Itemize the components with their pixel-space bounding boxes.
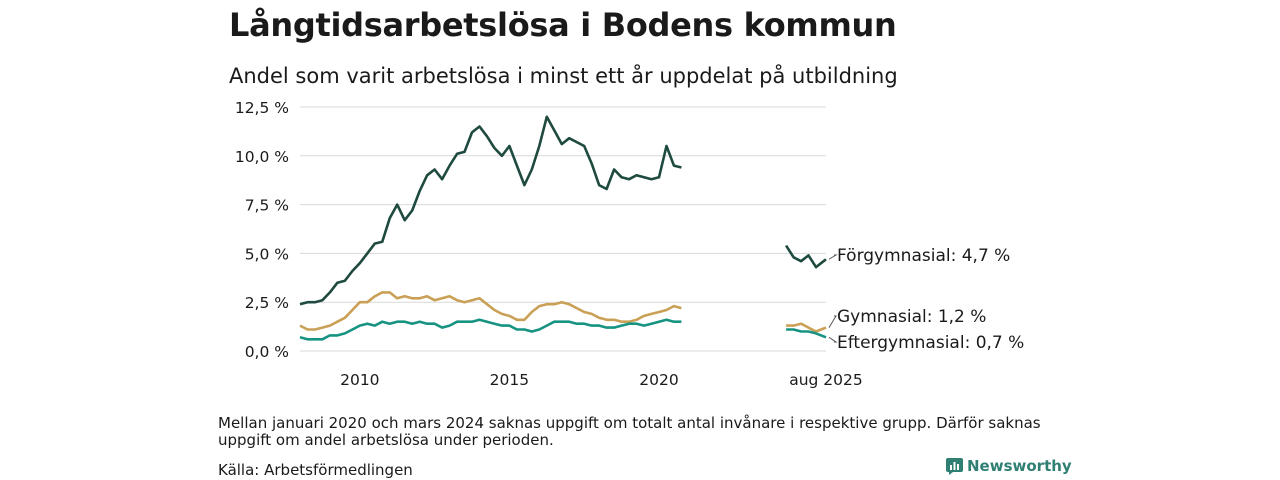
- x-tick-label: 2015: [490, 371, 529, 389]
- y-axis-ticks: 0,0 % 2,5 % 5,0 % 7,5 % 10,0 % 12,5 %: [235, 99, 289, 361]
- y-tick-label: 7,5 %: [245, 197, 289, 215]
- series-lines: [299, 115, 827, 341]
- footnote: Mellan januari 2020 och mars 2024 saknas…: [218, 414, 1041, 449]
- x-tick-label: 2010: [340, 371, 379, 389]
- y-tick-label: 10,0 %: [235, 148, 289, 166]
- series-end-labels: Förgymnasial: 4,7 % Gymnasial: 1,2 % Efter…: [828, 246, 1024, 353]
- label-connector: [828, 336, 838, 343]
- x-tick-label: 2020: [639, 371, 678, 389]
- y-tick-label: 2,5 %: [245, 294, 289, 312]
- grid-lines: [300, 106, 826, 352]
- label-connector: [828, 315, 837, 328]
- series-line-eftergymnasial: [299, 318, 682, 341]
- series-line-gymnasial: [299, 291, 682, 331]
- brand-name: Newsworthy: [967, 457, 1072, 475]
- x-tick-label: aug 2025: [789, 371, 863, 389]
- series-end-label: Gymnasial: 1,2 %: [837, 307, 986, 327]
- series-line-förgymnasial: [299, 115, 682, 306]
- series-line-gymnasial: [786, 322, 827, 333]
- y-tick-label: 0,0 %: [245, 343, 289, 361]
- source-text: Källa: Arbetsförmedlingen: [218, 461, 413, 479]
- chart-title: Långtidsarbetslösa i Bodens kommun: [229, 6, 897, 44]
- y-tick-label: 5,0 %: [245, 245, 289, 263]
- brand-logo[interactable]: Newsworthy: [946, 457, 1072, 475]
- x-axis-ticks: 2010 2015 2020 aug 2025: [340, 371, 863, 389]
- label-connector: [828, 254, 838, 260]
- series-end-label: Eftergymnasial: 0,7 %: [837, 333, 1024, 353]
- bar-chart-logo-icon: [946, 457, 963, 475]
- series-line-eftergymnasial: [786, 328, 827, 339]
- y-tick-label: 12,5 %: [235, 99, 289, 117]
- series-end-label: Förgymnasial: 4,7 %: [837, 246, 1010, 266]
- series-line-förgymnasial: [785, 244, 827, 269]
- chart-subtitle: Andel som varit arbetslösa i minst ett å…: [229, 64, 898, 88]
